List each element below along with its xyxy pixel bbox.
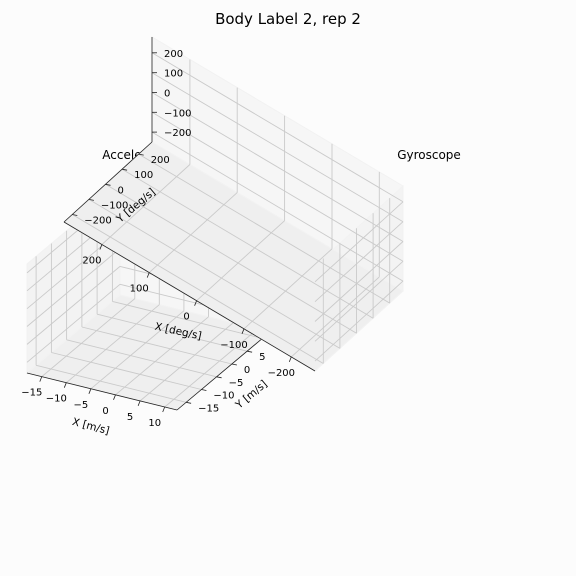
- y-gridline-floor: [35, 364, 187, 403]
- x-gridline-floor: [90, 310, 185, 390]
- z-gridline-left: [314, 280, 404, 362]
- y-gridline-floor: [72, 214, 324, 364]
- x-axis-line: [63, 221, 316, 372]
- x-gridline-floor: [139, 322, 234, 402]
- y-tick-mark: [88, 199, 94, 201]
- y-tick-label: 0: [244, 365, 250, 376]
- y-tick-label: −200: [84, 216, 111, 227]
- z-gridline-left: [314, 260, 404, 342]
- x-tick-label: 0: [183, 312, 189, 323]
- z-gridline-back: [151, 111, 404, 262]
- y-gridline-floor: [105, 183, 357, 334]
- x-gridline-floor: [196, 220, 285, 302]
- subplot-title: Gyroscope: [397, 148, 461, 162]
- y-tick-label: 0: [118, 185, 124, 196]
- y-tick-mark: [122, 168, 128, 171]
- x-tick-label: 200: [82, 256, 101, 267]
- x-tick-label: 10: [148, 418, 161, 429]
- x-gridline-floor: [148, 192, 238, 273]
- z-tick-label: 100: [164, 69, 183, 80]
- y-tick-label: 100: [134, 170, 153, 181]
- y-tick-label: −15: [198, 403, 219, 414]
- y-tick-label: −10: [213, 391, 234, 402]
- x-gridline-floor: [101, 164, 191, 245]
- x-tick-mark: [146, 272, 150, 278]
- x-gridline-floor: [115, 316, 209, 396]
- y-tick-mark: [138, 153, 144, 156]
- z-gridline-left: [26, 266, 121, 345]
- z-tick-label: 200: [164, 49, 183, 60]
- y-tick-mark: [216, 376, 222, 379]
- y-tick-label: −100: [101, 200, 128, 211]
- y-axis-line: [176, 331, 271, 411]
- y-gridline-floor: [51, 352, 202, 390]
- y-gridline-floor: [121, 168, 374, 319]
- y-gridline-floor: [138, 153, 390, 304]
- x-tick-mark: [99, 244, 103, 250]
- gyroscope-subplot: −200−1000100200−200−1000100200−200−10001…: [63, 36, 461, 379]
- z-gridline-left: [26, 248, 121, 327]
- x-tick-mark: [194, 300, 197, 306]
- x-gridline-floor: [243, 248, 333, 330]
- z-tick-label: −100: [164, 108, 191, 119]
- z-gridline-back: [151, 92, 404, 242]
- x-tick-mark: [39, 376, 43, 382]
- z-tick-label: 0: [164, 89, 170, 100]
- y-tick-mark: [247, 350, 253, 353]
- y-tick-label: −5: [229, 378, 244, 389]
- y-gridline-floor: [81, 326, 233, 365]
- y-tick-mark: [201, 389, 207, 391]
- x-tick-label: 5: [127, 412, 133, 423]
- x-tick-label: 0: [102, 406, 108, 417]
- y-gridline-floor: [112, 300, 263, 339]
- y-tick-label: 5: [259, 352, 265, 363]
- y-gridline-floor: [88, 199, 341, 349]
- y-tick-mark: [186, 401, 192, 404]
- x-axis-label: X [m/s]: [71, 416, 111, 437]
- z-gridline-back: [151, 52, 404, 203]
- z-tick-label: −200: [164, 128, 191, 139]
- x-tick-mark: [113, 394, 116, 400]
- z-gridline-back: [151, 72, 404, 223]
- x-gridline-floor: [41, 298, 136, 377]
- y-axis-line: [63, 141, 153, 223]
- y-gridline-floor: [96, 313, 248, 352]
- z-gridline-left: [314, 201, 404, 283]
- z-gridline-back: [151, 131, 404, 282]
- x-gridline-floor: [290, 276, 380, 358]
- x-tick-label: −15: [21, 388, 42, 399]
- z-gridline-left: [314, 221, 404, 303]
- x-axis-line: [26, 372, 178, 411]
- x-tick-label: −10: [46, 394, 67, 405]
- y-tick-mark: [105, 183, 111, 186]
- figure-title: Body Label 2, rep 2: [215, 10, 361, 28]
- x-tick-mark: [137, 400, 141, 407]
- y-tick-label: 200: [151, 155, 170, 166]
- x-tick-label: −100: [220, 340, 247, 351]
- x-tick-label: −5: [74, 400, 89, 411]
- x-gridline-floor: [66, 304, 160, 384]
- x-tick-label: −200: [268, 368, 295, 379]
- y-gridline-floor: [66, 339, 217, 378]
- y-tick-mark: [72, 214, 78, 216]
- x-gridline-floor: [164, 328, 258, 408]
- x-tick-mark: [241, 328, 245, 334]
- z-gridline-left: [314, 241, 404, 322]
- y-tick-mark: [231, 363, 237, 366]
- z-gridline-left: [26, 283, 121, 363]
- x-tick-mark: [88, 388, 92, 394]
- x-tick-mark: [288, 356, 292, 363]
- x-tick-mark: [63, 382, 67, 388]
- x-tick-mark: [162, 406, 166, 413]
- x-tick-label: 100: [130, 284, 149, 295]
